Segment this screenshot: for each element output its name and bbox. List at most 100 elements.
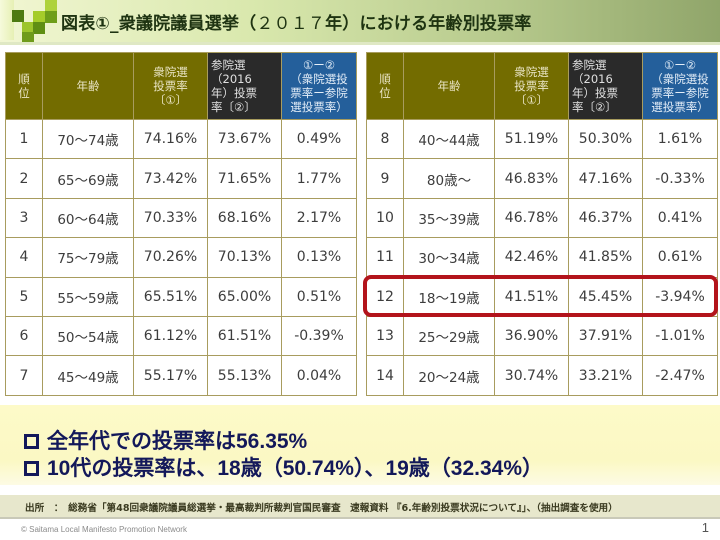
diff-cell: 1.61% (642, 118, 718, 160)
sangi-cell: 68.16% (207, 197, 282, 239)
rank-cell: 7 (5, 355, 43, 396)
summary-line-teens: 10代の投票率は、18歳（50.74%）、19歳（32.34%） (24, 452, 543, 482)
sangi-cell: 71.65% (207, 158, 282, 199)
age-cell: 45～49歳 (42, 355, 134, 396)
table-row: 14 20～24歳 30.74% 33.21% -2.47% (366, 355, 718, 396)
diff-cell: 0.41% (642, 197, 718, 239)
diff-cell: 1.77% (281, 158, 357, 199)
col-header-shuin: 衆院選 投票率 〔①〕 (133, 52, 208, 120)
diff-cell: -3.94% (642, 276, 718, 317)
table-row-highlighted: 12 18～19歳 41.51% 45.45% -3.94% (366, 276, 718, 317)
age-cell: 70～74歳 (42, 118, 134, 160)
shuin-cell: 41.51% (494, 276, 569, 317)
rank-cell: 1 (5, 118, 43, 160)
sangi-cell: 47.16% (568, 158, 643, 199)
age-cell: 55～59歳 (42, 276, 134, 317)
table-row: 8 40～44歳 51.19% 50.30% 1.61% (366, 118, 718, 160)
rank-cell: 10 (366, 197, 404, 239)
age-cell: 25～29歳 (403, 315, 495, 357)
shuin-cell: 51.19% (494, 118, 569, 160)
source-text: 出所 ： 総務省「第48回衆議院議員総選挙・最高裁判所裁判官国民審査 速報資料 … (25, 503, 618, 514)
shuin-cell: 46.78% (494, 197, 569, 239)
col-header-diff: ①ー② （衆院選投 票率ー参院 選投票率） (281, 52, 357, 120)
table-row: 1 70～74歳 74.16% 73.67% 0.49% (5, 118, 357, 160)
copyright-text: © Saitama Local Manifesto Promotion Netw… (21, 525, 187, 534)
diff-cell: -1.01% (642, 315, 718, 357)
sangi-cell: 61.51% (207, 315, 282, 357)
page-number: 1 (701, 520, 709, 535)
diff-cell: 0.13% (281, 237, 357, 278)
age-cell: 40～44歳 (403, 118, 495, 160)
shuin-cell: 70.33% (133, 197, 208, 239)
sangi-cell: 46.37% (568, 197, 643, 239)
sangi-cell: 73.67% (207, 118, 282, 160)
col-header-sangi: 参院選 （2016 年）投票 率〔②〕 (207, 52, 282, 120)
square-bullet-icon (24, 461, 39, 476)
col-header-rank: 順位 (5, 52, 43, 120)
rank-cell: 2 (5, 158, 43, 199)
shuin-cell: 61.12% (133, 315, 208, 357)
age-cell: 65～69歳 (42, 158, 134, 199)
header-divider (0, 42, 720, 45)
table-row: 4 75～79歳 70.26% 70.13% 0.13% (5, 237, 357, 278)
diff-cell: 0.61% (642, 237, 718, 278)
diff-cell: 2.17% (281, 197, 357, 239)
shuin-cell: 30.74% (494, 355, 569, 396)
col-header-sangi: 参院選 （2016 年）投票 率〔②〕 (568, 52, 643, 120)
summary-box: 全年代での投票率は56.35% 10代の投票率は、18歳（50.74%）、19歳… (0, 405, 720, 485)
page-title: 図表①_衆議院議員選挙（２０１７年）における年齢別投票率 (61, 14, 532, 34)
col-header-age: 年齢 (42, 52, 134, 120)
col-header-rank: 順位 (366, 52, 404, 120)
age-cell: 30～34歳 (403, 237, 495, 278)
age-cell: 60～64歳 (42, 197, 134, 239)
col-header-age: 年齢 (403, 52, 495, 120)
rank-cell: 13 (366, 315, 404, 357)
rank-cell: 5 (5, 276, 43, 317)
table-row: 7 45～49歳 55.17% 55.13% 0.04% (5, 355, 357, 396)
shuin-cell: 42.46% (494, 237, 569, 278)
age-cell: 50～54歳 (42, 315, 134, 357)
shuin-cell: 74.16% (133, 118, 208, 160)
turnout-table-right: 順位 年齢 衆院選 投票率 〔①〕 参院選 （2016 年）投票 率〔②〕 ①ー② （衆院選… (366, 52, 718, 396)
table-header-row: 順位 年齢 衆院選 投票率 〔①〕 参院選 （2016 年）投票 率〔②〕 ①ー② （衆院選… (366, 52, 718, 120)
age-cell: 75～79歳 (42, 237, 134, 278)
rank-cell: 11 (366, 237, 404, 278)
rank-cell: 12 (366, 276, 404, 317)
diff-cell: 0.04% (281, 355, 357, 396)
table-row: 5 55～59歳 65.51% 65.00% 0.51% (5, 276, 357, 317)
col-header-diff: ①ー② （衆院選投 票率ー参院 選投票率） (642, 52, 718, 120)
sangi-cell: 37.91% (568, 315, 643, 357)
sangi-cell: 45.45% (568, 276, 643, 317)
shuin-cell: 46.83% (494, 158, 569, 199)
table-row: 2 65～69歳 73.42% 71.65% 1.77% (5, 158, 357, 199)
table-row: 6 50～54歳 61.12% 61.51% -0.39% (5, 315, 357, 357)
sangi-cell: 55.13% (207, 355, 282, 396)
shuin-cell: 70.26% (133, 237, 208, 278)
shuin-cell: 73.42% (133, 158, 208, 199)
diff-cell: -0.33% (642, 158, 718, 199)
sangi-cell: 41.85% (568, 237, 643, 278)
diff-cell: -0.39% (281, 315, 357, 357)
rank-cell: 3 (5, 197, 43, 239)
summary-line-overall: 全年代での投票率は56.35% (24, 425, 307, 455)
rank-cell: 6 (5, 315, 43, 357)
rank-cell: 14 (366, 355, 404, 396)
age-cell: 80歳～ (403, 158, 495, 199)
table-row: 13 25～29歳 36.90% 37.91% -1.01% (366, 315, 718, 357)
sangi-cell: 50.30% (568, 118, 643, 160)
sangi-cell: 70.13% (207, 237, 282, 278)
sangi-cell: 33.21% (568, 355, 643, 396)
source-bar: 出所 ： 総務省「第48回衆議院議員総選挙・最高裁判所裁判官国民審査 速報資料 … (0, 495, 720, 519)
age-cell: 18～19歳 (403, 276, 495, 317)
table-row: 3 60～64歳 70.33% 68.16% 2.17% (5, 197, 357, 239)
table-header-row: 順位 年齢 衆院選 投票率 〔①〕 参院選 （2016 年）投票 率〔②〕 ①ー② （衆院選… (5, 52, 357, 120)
logo-mosaic-icon (0, 0, 70, 48)
rank-cell: 9 (366, 158, 404, 199)
diff-cell: -2.47% (642, 355, 718, 396)
col-header-shuin: 衆院選 投票率 〔①〕 (494, 52, 569, 120)
age-cell: 35～39歳 (403, 197, 495, 239)
table-row: 10 35～39歳 46.78% 46.37% 0.41% (366, 197, 718, 239)
shuin-cell: 65.51% (133, 276, 208, 317)
sangi-cell: 65.00% (207, 276, 282, 317)
rank-cell: 8 (366, 118, 404, 160)
